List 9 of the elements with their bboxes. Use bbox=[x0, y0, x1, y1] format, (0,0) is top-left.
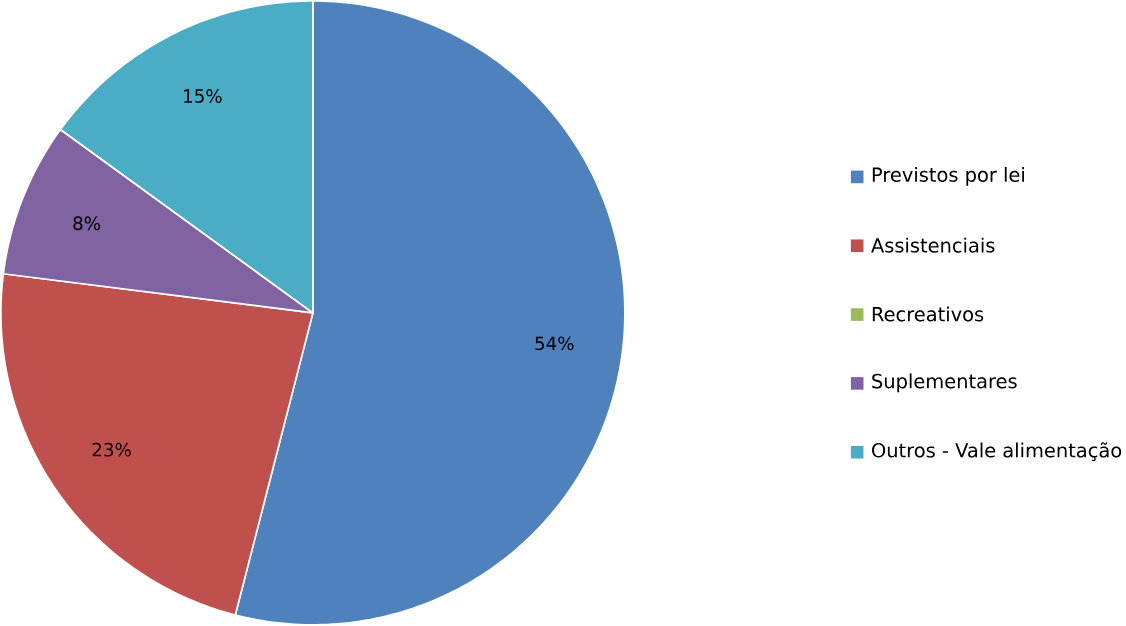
legend-label: Recreativos bbox=[872, 306, 984, 322]
data-label: 8% bbox=[73, 216, 101, 231]
data-label: 15% bbox=[184, 89, 222, 104]
legend-label: Suplementares bbox=[872, 373, 1017, 393]
legend-label: Assistenciais bbox=[871, 237, 995, 253]
legend-label: Outros - Vale alimentação bbox=[872, 442, 1122, 462]
data-label: 54% bbox=[535, 336, 574, 351]
legend-label: Previstos por lei bbox=[872, 167, 1024, 186]
data-label: 23% bbox=[92, 442, 131, 457]
